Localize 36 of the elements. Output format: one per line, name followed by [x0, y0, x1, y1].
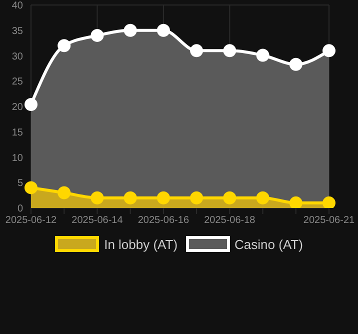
point [58, 39, 71, 52]
y-tick-label: 40 [12, 0, 24, 12]
point [256, 48, 270, 62]
point [223, 44, 236, 58]
point [24, 181, 38, 194]
point [124, 191, 137, 204]
x-tick-label: 2025-06-12 [5, 215, 58, 226]
x-tick-label: 2025-06-21 [303, 215, 356, 226]
y-tick-label: 20 [12, 102, 24, 114]
point [156, 24, 170, 37]
point [256, 191, 270, 204]
y-tick-label: 5 [17, 178, 24, 190]
point [58, 186, 71, 200]
legend-label: Casino (AT) [234, 236, 303, 252]
point [156, 191, 170, 204]
x-tick-label: 2025-06-18 [204, 215, 256, 226]
point [90, 28, 104, 42]
point [24, 98, 38, 111]
point [190, 191, 204, 204]
x-tick-label: 2025-06-16 [138, 215, 190, 226]
y-tick-label: 25 [12, 76, 24, 88]
point [289, 58, 302, 71]
y-tick-label: 30 [12, 51, 24, 62]
point [90, 191, 104, 204]
point [289, 196, 302, 208]
y-tick-label: 0 [17, 204, 24, 215]
legend-label: In lobby (AT) [104, 236, 178, 252]
point [223, 191, 236, 204]
y-tick-label: 10 [12, 152, 24, 164]
point [322, 196, 336, 208]
x-tick-label: 2025-06-14 [72, 215, 124, 226]
y-tick-label: 35 [12, 26, 24, 37]
point [190, 44, 204, 58]
y-tick-label: 15 [12, 127, 24, 138]
point [124, 24, 137, 37]
point [322, 44, 336, 58]
